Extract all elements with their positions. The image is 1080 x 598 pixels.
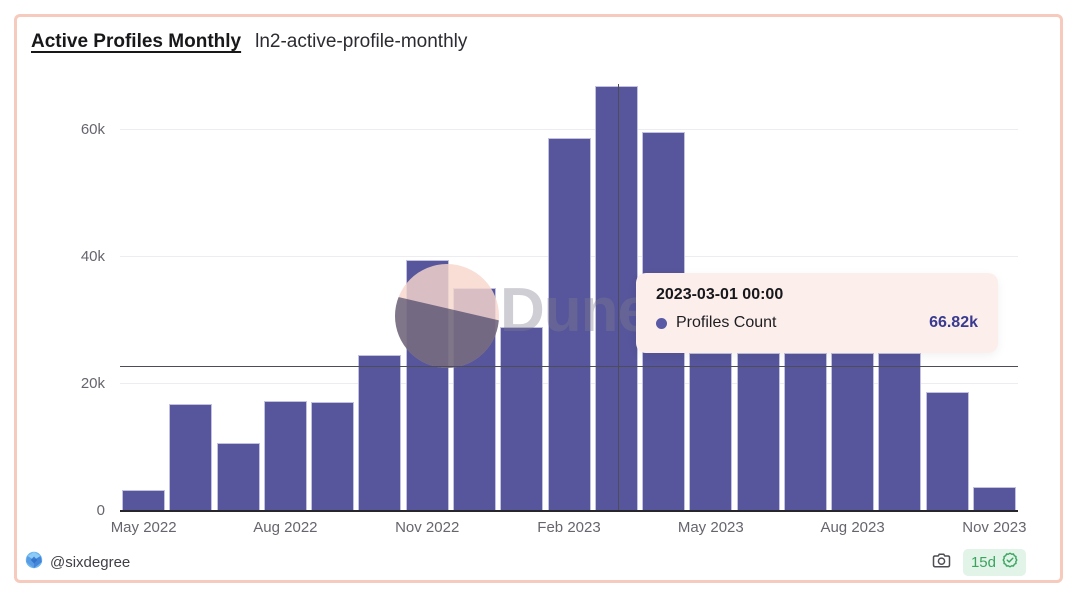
bar-2023-10[interactable] (925, 392, 969, 511)
card-footer: @sixdegree 15d (25, 548, 1026, 576)
tooltip-series-label: Profiles Count (676, 314, 777, 331)
chart-subtitle: ln2-active-profile-monthly (255, 31, 468, 52)
bar-2022-05[interactable] (122, 490, 166, 511)
bar-2023-08[interactable] (831, 353, 875, 511)
y-tick-0: 0 (96, 502, 105, 519)
bar-2022-06[interactable] (169, 404, 213, 511)
refresh-age-label: 15d (970, 553, 996, 571)
tooltip: 2023-03-01 00:00 Profiles Count 66.82k (636, 273, 998, 353)
x-tick-2022-08: Aug 2022 (253, 519, 318, 536)
tooltip-series-row: Profiles Count 66.82k (656, 314, 978, 332)
bar-2023-11[interactable] (972, 486, 1016, 511)
x-tick-2022-11: Nov 2022 (395, 519, 460, 536)
crosshair-vertical (618, 84, 620, 510)
bar-2023-02[interactable] (547, 138, 591, 511)
y-tick-60k: 60k (80, 120, 105, 138)
bar-2022-12[interactable] (452, 287, 496, 511)
bar-2022-07[interactable] (216, 442, 260, 511)
bar-chart-plot: 0 20k 40k 60k May 2022 Aug 2022 Nov 2022 Feb 20… (17, 17, 1060, 580)
gridline-60k (120, 129, 1018, 131)
bar-2023-03[interactable] (594, 86, 638, 511)
author-handle: @sixdegree (50, 553, 131, 571)
refresh-age-badge[interactable]: 15d (962, 548, 1026, 576)
series-dot-icon (656, 317, 667, 329)
bar-2022-09[interactable] (311, 401, 355, 511)
bar-2022-08[interactable] (263, 401, 307, 511)
x-tick-2023-08: Aug 2023 (820, 519, 885, 536)
crosshair-horizontal (120, 366, 1018, 367)
bar-2023-07[interactable] (783, 353, 827, 511)
bar-2023-09[interactable] (878, 353, 922, 511)
verified-check-icon (1002, 552, 1018, 573)
y-tick-40k: 40k (80, 247, 105, 265)
y-tick-20k: 20k (80, 374, 105, 392)
tooltip-series-value: 66.82k (929, 314, 978, 331)
x-axis-line (120, 510, 1018, 512)
bar-2023-01[interactable] (500, 327, 544, 511)
author-link[interactable]: @sixdegree (25, 551, 130, 574)
chart-card: Active Profiles Monthly ln2-active-profi… (14, 14, 1063, 583)
screenshot-button[interactable] (932, 552, 951, 572)
bar-2023-05[interactable] (689, 353, 733, 511)
x-tick-2023-11: Nov 2023 (962, 519, 1027, 536)
tooltip-date: 2023-03-01 00:00 (656, 286, 784, 303)
footer-actions: 15d (932, 548, 1026, 576)
chart-title-link[interactable]: Active Profiles Monthly (31, 31, 242, 52)
x-tick-2022-05: May 2022 (110, 519, 177, 536)
camera-icon (932, 552, 951, 572)
author-avatar-icon (25, 551, 43, 574)
x-tick-2023-02: Feb 2023 (537, 519, 601, 536)
bar-2023-06[interactable] (736, 353, 780, 511)
bar-2022-11[interactable] (405, 259, 449, 511)
chart-header: Active Profiles Monthly ln2-active-profi… (31, 31, 467, 53)
bar-2022-10[interactable] (358, 355, 402, 511)
x-tick-2023-05: May 2023 (677, 519, 744, 536)
